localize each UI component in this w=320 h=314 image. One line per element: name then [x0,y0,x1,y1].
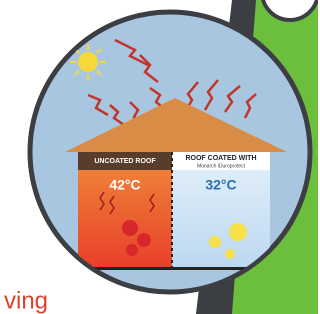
right-temperature: 32°C [205,177,236,193]
left-temperature: 42°C [109,177,140,193]
slide: UNCOATED ROOF ROOF COATED WITH Monarch i… [0,0,318,314]
caption-fragment: ving [4,287,48,314]
left-label: UNCOATED ROOF [94,158,156,165]
right-label: ROOF COATED WITH [185,155,256,162]
right-sublabel: Monarch iDuroprotect [197,163,246,169]
